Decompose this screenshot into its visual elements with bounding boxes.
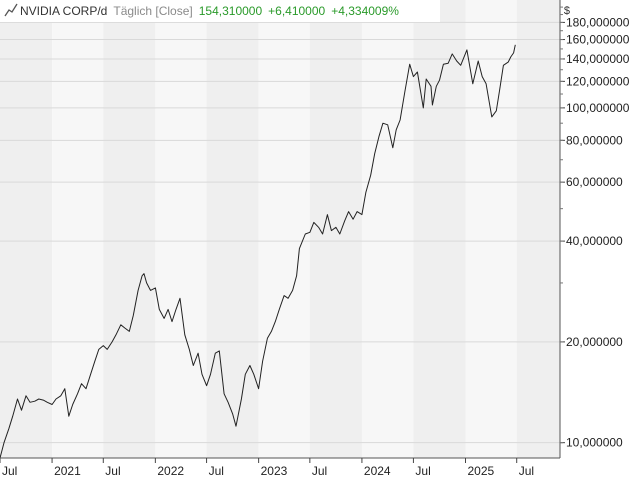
y-tick-label: 160,000000 [566, 33, 630, 47]
x-tick-label: Jul [209, 464, 224, 478]
period-label: Täglich [Close] [113, 4, 193, 18]
x-tick-label: Jul [105, 464, 120, 478]
grid-lines [0, 21, 560, 444]
x-tick-label: 2021 [54, 464, 81, 478]
y-tick-label: 120,000000 [566, 74, 630, 88]
period-band [258, 0, 310, 458]
x-tick-label: Jul [2, 464, 17, 478]
period-band [361, 0, 414, 458]
price-line [0, 44, 516, 459]
y-tick-label: 180,000000 [566, 15, 630, 29]
line-chart-icon [4, 3, 18, 17]
axis-frame [0, 0, 561, 459]
last-price: 154,310000 [198, 4, 263, 18]
y-tick-label: 140,000000 [566, 52, 630, 66]
x-tick-label: 2023 [261, 464, 288, 478]
y-tick-label: 100,000000 [566, 101, 630, 115]
price-change-percent: +4,334009% [331, 4, 399, 18]
x-tick-label: Jul [415, 464, 430, 478]
period-band [103, 0, 156, 458]
y-axis: 10,000000 20,000000 40,000000 60,000000 80,0… [560, 6, 630, 450]
price-change: +6,410000 [268, 4, 326, 18]
x-tick-label: 2022 [157, 464, 184, 478]
period-band [465, 0, 517, 458]
x-tick-label: Jul [519, 464, 534, 478]
currency-label: $ [563, 5, 570, 17]
chart-header: NVIDIA CORP/d Täglich [Close] 154,310000 +6… [0, 0, 440, 22]
x-tick-label: 2024 [364, 464, 391, 478]
x-tick-label: Jul [312, 464, 327, 478]
background-bands [0, 0, 560, 458]
period-band [413, 0, 466, 458]
x-tick-label: 2025 [467, 464, 494, 478]
y-tick-label: 20,000000 [566, 335, 623, 349]
period-band [516, 0, 560, 458]
period-band [309, 0, 362, 458]
x-axis: Jul 2021 Jul 2022 Jul 2023 Jul 2024 Jul 2025 Jul [0, 458, 534, 478]
period-band [155, 0, 207, 458]
period-band [52, 0, 104, 458]
period-band [206, 0, 259, 458]
y-tick-label: 10,000000 [566, 436, 623, 450]
period-band [0, 0, 53, 458]
y-tick-label: 80,000000 [566, 133, 623, 147]
y-tick-label: 40,000000 [566, 234, 623, 248]
series-layer [0, 44, 516, 459]
instrument-title: NVIDIA CORP/d [20, 4, 108, 18]
y-tick-label: 60,000000 [566, 175, 623, 189]
